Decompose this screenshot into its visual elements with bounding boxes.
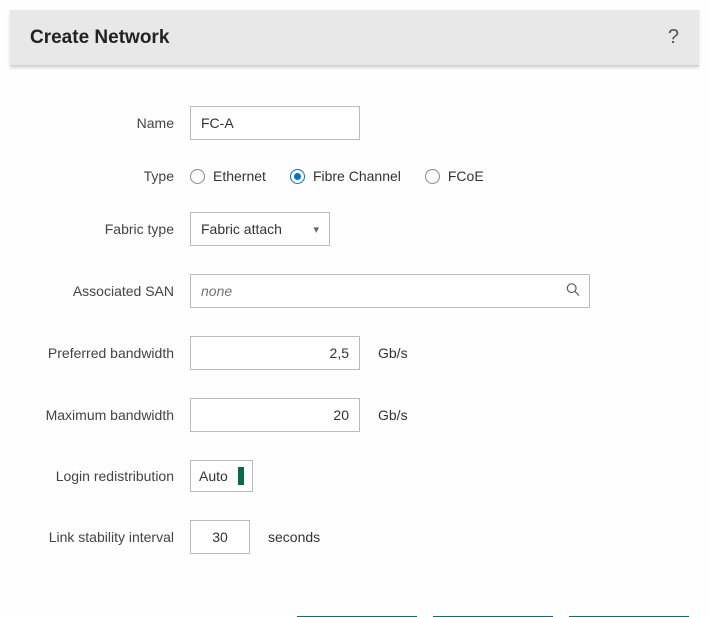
dialog-container: Create Network ? Name Type Ethernet Fibr… xyxy=(0,0,709,617)
footer: 1 Changed: Name to ... Create Create + C… xyxy=(0,602,709,617)
radio-circle-icon xyxy=(190,169,205,184)
radio-ethernet-label: Ethernet xyxy=(213,168,266,184)
preferred-bw-input[interactable] xyxy=(190,336,360,370)
row-type: Type Ethernet Fibre Channel FCoE xyxy=(20,168,689,184)
maximum-bw-unit: Gb/s xyxy=(378,407,408,423)
label-maximum-bw: Maximum bandwidth xyxy=(20,407,190,423)
form-area: Name Type Ethernet Fibre Channel FCoE xyxy=(0,66,709,602)
associated-san-search xyxy=(190,274,590,308)
link-stability-input[interactable] xyxy=(190,520,250,554)
label-type: Type xyxy=(20,168,190,184)
name-input[interactable] xyxy=(190,106,360,140)
radio-fibre-channel-label: Fibre Channel xyxy=(313,168,401,184)
link-stability-unit: seconds xyxy=(268,529,320,545)
row-preferred-bw: Preferred bandwidth Gb/s xyxy=(20,336,689,370)
drag-handle-icon xyxy=(238,467,244,485)
dialog-header: Create Network ? xyxy=(10,10,699,66)
preferred-bw-unit: Gb/s xyxy=(378,345,408,361)
help-icon[interactable]: ? xyxy=(668,26,679,49)
row-login-redist: Login redistribution Auto xyxy=(20,460,689,492)
radio-circle-icon xyxy=(425,169,440,184)
row-associated-san: Associated SAN xyxy=(20,274,689,308)
row-maximum-bw: Maximum bandwidth Gb/s xyxy=(20,398,689,432)
associated-san-input[interactable] xyxy=(190,274,590,308)
label-name: Name xyxy=(20,115,190,131)
row-link-stability: Link stability interval seconds xyxy=(20,520,689,554)
radio-fibre-channel[interactable]: Fibre Channel xyxy=(290,168,401,184)
fabric-type-select[interactable]: Fabric attach ▾ xyxy=(190,212,330,246)
radio-fcoe-label: FCoE xyxy=(448,168,484,184)
radio-fcoe[interactable]: FCoE xyxy=(425,168,484,184)
label-fabric-type: Fabric type xyxy=(20,221,190,237)
label-preferred-bw: Preferred bandwidth xyxy=(20,345,190,361)
fabric-type-value: Fabric attach xyxy=(201,221,282,237)
type-radio-group: Ethernet Fibre Channel FCoE xyxy=(190,168,689,184)
chevron-down-icon: ▾ xyxy=(313,223,319,236)
maximum-bw-input[interactable] xyxy=(190,398,360,432)
dialog-title: Create Network xyxy=(30,27,169,49)
label-login-redist: Login redistribution xyxy=(20,468,190,484)
radio-ethernet[interactable]: Ethernet xyxy=(190,168,266,184)
row-fabric-type: Fabric type Fabric attach ▾ xyxy=(20,212,689,246)
login-redist-value: Auto xyxy=(199,468,228,484)
label-associated-san: Associated SAN xyxy=(20,283,190,299)
radio-circle-icon xyxy=(290,169,305,184)
label-link-stability: Link stability interval xyxy=(20,529,190,545)
row-name: Name xyxy=(20,106,689,140)
login-redist-select[interactable]: Auto xyxy=(190,460,253,492)
